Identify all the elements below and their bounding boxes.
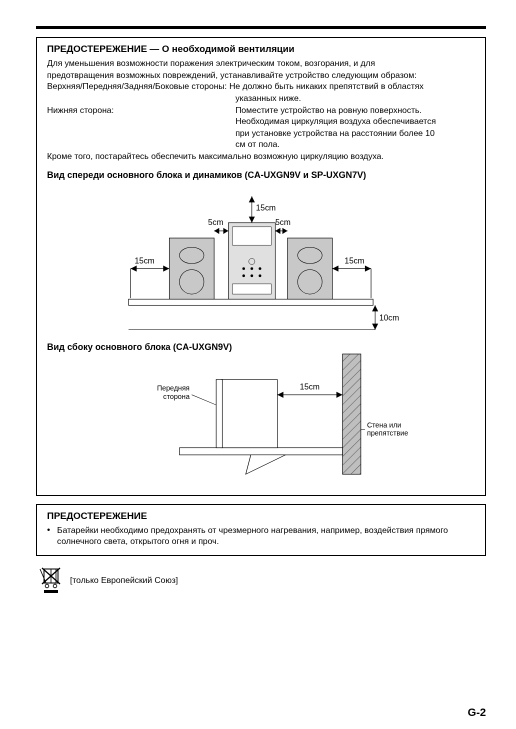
wall-label-b: препятствие (367, 430, 408, 438)
figure-2-caption: Вид сбоку основного блока (CA-UXGN9V) (47, 342, 475, 352)
bottom-row: Нижняя сторона: Поместите устройство на … (47, 105, 475, 152)
section-title: ПРЕДОСТЕРЕЖЕНИЕ (47, 511, 475, 522)
weee-icon (40, 566, 62, 594)
para-line: предотвращения возможных повреждений, ус… (47, 70, 475, 81)
sides-label: Верхняя/Передняя/Задняя/Боковые стороны: (47, 81, 227, 91)
bullet-text: Батарейки необходимо предохранять от чре… (57, 525, 475, 546)
bottom-value: при установке устройства на расстоянии б… (235, 128, 475, 139)
sides-value-b: указанных ниже. (235, 93, 475, 104)
bottom-value: Поместите устройство на ровную поверхнос… (235, 105, 475, 116)
ventilation-section: ПРЕДОСТЕРЕЖЕНИЕ — О необходимой вентиляц… (36, 37, 486, 496)
dim-gap-right: 5cm (275, 217, 291, 226)
dim-left: 15cm (135, 256, 155, 265)
eu-label: [только Европейский Союз] (70, 575, 178, 585)
sides-value-a: Не должно быть никаких препятствий в обл… (229, 81, 423, 91)
bullet-item: • Батарейки необходимо предохранять от ч… (47, 525, 475, 547)
para-line: Для уменьшения возможности поражения эле… (47, 58, 475, 69)
dim-bottom: 10cm (379, 313, 399, 322)
bottom-label: Нижняя сторона: (47, 105, 235, 151)
wall-label-a: Стена или (367, 422, 401, 430)
eu-notice: [только Европейский Союз] (36, 566, 486, 594)
sides-row: Верхняя/Передняя/Задняя/Боковые стороны:… (47, 81, 475, 92)
bottom-value: см от пола. (235, 139, 475, 150)
top-rule (36, 26, 486, 29)
figure-front-view: 15cm 5cm 5cm 15cm 15cm (47, 182, 475, 335)
sides-row-2: указанных ниже. (47, 93, 475, 105)
bottom-value: Необходимая циркуляция воздуха обеспечив… (235, 116, 475, 127)
front-label-a: Передняя (157, 385, 190, 393)
figure-1-caption: Вид спереди основного блока и динамиков … (47, 170, 475, 180)
dim-right: 15cm (345, 256, 365, 265)
battery-caution-section: ПРЕДОСТЕРЕЖЕНИЕ • Батарейки необходимо п… (36, 504, 486, 556)
para-line: Кроме того, постарайтесь обеспечить макс… (47, 151, 475, 162)
dim-side: 15cm (300, 383, 320, 392)
front-label-b: сторона (163, 393, 190, 401)
dim-top: 15cm (256, 203, 276, 212)
bullet-dot: • (47, 525, 57, 547)
dim-gap-left: 5cm (208, 217, 224, 226)
page-number: G-2 (468, 707, 486, 719)
section-title: ПРЕДОСТЕРЕЖЕНИЕ — О необходимой вентиляц… (47, 44, 475, 55)
figure-side-view: Передняя сторона 15cm Стена или препятст… (47, 354, 475, 486)
